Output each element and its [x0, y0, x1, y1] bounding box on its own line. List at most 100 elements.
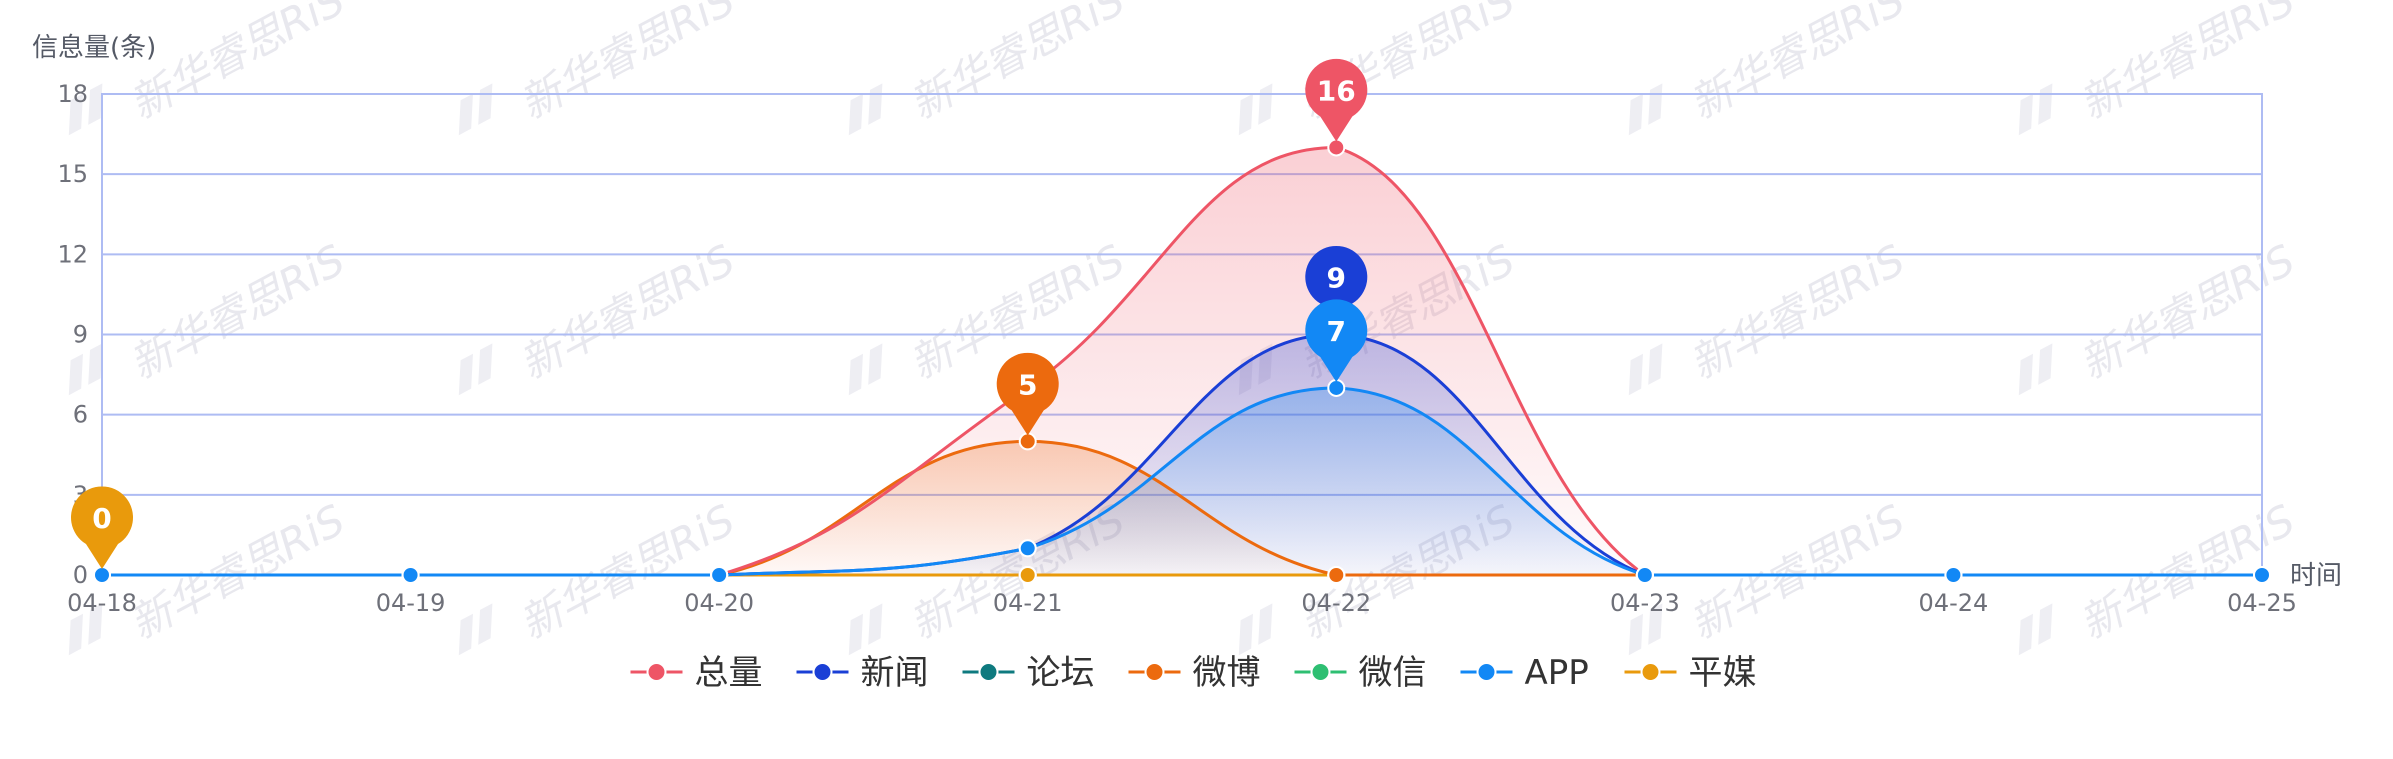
- legend-label: 新闻: [861, 653, 929, 693]
- mark-pin-新闻[interactable]: 9: [1305, 245, 1368, 329]
- data-point-总量[interactable]: [1327, 138, 1346, 157]
- mark-points: 16 9 5 7 0: [71, 58, 1368, 569]
- legend-marker-icon: [1310, 662, 1331, 682]
- legend[interactable]: 总量 新闻 论坛 微博 微信 APP 平媒: [630, 653, 1757, 693]
- x-tick-label: 04-22: [1301, 589, 1371, 617]
- watermark-logo-icon: [848, 83, 883, 136]
- watermark-text: 新华睿思RiS: [122, 0, 353, 129]
- watermark: 新华睿思RiS: [458, 0, 743, 136]
- data-point-APP[interactable]: [2253, 566, 2271, 584]
- watermark-text: 新华睿思RiS: [902, 0, 1133, 129]
- watermark-logo-icon: [848, 603, 883, 656]
- mark-pin-总量[interactable]: 16: [1305, 58, 1368, 142]
- legend-marker-icon: [1144, 662, 1165, 682]
- pin-label: 9: [1327, 262, 1346, 295]
- y-axis-title: 信息量(条): [32, 33, 156, 63]
- watermark-text: 新华睿思RiS: [2072, 0, 2303, 129]
- y-tick-label: 15: [57, 160, 88, 188]
- watermark-logo-icon: [68, 83, 103, 136]
- watermark-logo-icon: [458, 343, 493, 396]
- legend-item-论坛[interactable]: 论坛: [962, 653, 1095, 693]
- data-point-平媒[interactable]: [1018, 566, 1037, 584]
- pin-label: 5: [1018, 368, 1037, 401]
- watermark-logo-icon: [1238, 83, 1273, 136]
- axes: 信息量(条) 时间: [32, 33, 2342, 591]
- legend-item-平媒[interactable]: 平媒: [1624, 653, 1757, 693]
- pin-icon: [1305, 245, 1368, 329]
- legend-item-总量[interactable]: 总量: [630, 653, 763, 693]
- pin-icon: [71, 486, 133, 569]
- legend-marker-icon: [1476, 662, 1497, 682]
- watermark-logo-icon: [2018, 603, 2053, 656]
- watermark-text: 新华睿思RiS: [122, 235, 353, 389]
- y-tick-label: 6: [73, 401, 88, 429]
- data-point-APP[interactable]: [1327, 378, 1346, 397]
- pin-label: 0: [92, 502, 111, 535]
- watermark-logo-icon: [458, 83, 493, 136]
- area-fills: [102, 147, 2262, 575]
- watermark-text: 新华睿思RiS: [512, 495, 743, 649]
- watermark-text: 新华睿思RiS: [1682, 235, 1913, 389]
- data-point-APP[interactable]: [93, 566, 111, 584]
- watermark-logo-icon: [2018, 343, 2053, 396]
- data-point-APP[interactable]: [1944, 566, 1963, 584]
- data-point-APP[interactable]: [401, 566, 420, 584]
- y-tick-label: 0: [73, 561, 88, 589]
- legend-item-微博[interactable]: 微博: [1128, 653, 1261, 693]
- x-tick-label: 04-18: [67, 589, 137, 617]
- data-point-APP[interactable]: [710, 566, 729, 584]
- watermark: 新华睿思RiS: [1238, 0, 1523, 136]
- data-point-微博[interactable]: [1327, 566, 1346, 584]
- legend-item-微信[interactable]: 微信: [1294, 653, 1427, 693]
- pin-icon: [1305, 58, 1368, 142]
- series-lines: [102, 145, 2262, 577]
- watermark-text: 新华睿思RiS: [512, 235, 743, 389]
- watermark-logo-icon: [1238, 603, 1273, 656]
- x-tick-label: 04-25: [2227, 589, 2297, 617]
- watermark: 新华睿思RiS: [2018, 0, 2303, 136]
- x-axis-title: 时间: [2290, 561, 2342, 591]
- legend-marker-icon: [978, 662, 999, 682]
- y-tick-label: 9: [73, 321, 88, 349]
- watermark-logo-icon: [848, 343, 883, 396]
- legend-label: 微信: [1359, 653, 1427, 693]
- data-point-APP[interactable]: [1635, 566, 1654, 584]
- watermark-text: 新华睿思RiS: [122, 495, 353, 649]
- data-point-微博[interactable]: [1018, 432, 1037, 451]
- legend-label: APP: [1525, 653, 1589, 693]
- watermark-logo-icon: [458, 603, 493, 656]
- x-tick-label: 04-21: [993, 589, 1063, 617]
- watermark: 新华睿思RiS: [1628, 495, 1913, 656]
- data-points: [93, 138, 2271, 584]
- watermark-logo-icon: [1628, 603, 1663, 656]
- legend-marker-icon: [812, 662, 833, 682]
- watermark-logo-icon: [1628, 343, 1663, 396]
- watermark-logo-icon: [68, 343, 103, 396]
- series-line-APP[interactable]: [102, 386, 2262, 577]
- legend-marker-icon: [1640, 662, 1661, 682]
- watermark: 新华睿思RiS: [1628, 0, 1913, 136]
- watermark: 新华睿思RiS: [848, 0, 1133, 136]
- area-APP: [102, 387, 2262, 575]
- pin-label: 7: [1327, 315, 1346, 348]
- x-tick-label: 04-23: [1610, 589, 1680, 617]
- watermark-logo-icon: [68, 603, 103, 656]
- legend-marker-icon: [646, 662, 667, 682]
- mark-pin-APP[interactable]: 7: [1305, 299, 1368, 382]
- watermark-text: 新华睿思RiS: [1682, 495, 1913, 649]
- watermark-text: 新华睿思RiS: [1682, 0, 1913, 129]
- legend-label: 论坛: [1027, 653, 1095, 693]
- x-tick-label: 04-20: [684, 589, 754, 617]
- watermark-text: 新华睿思RiS: [512, 0, 743, 129]
- pin-icon: [1305, 299, 1368, 382]
- data-point-APP[interactable]: [1018, 539, 1037, 558]
- watermark-logo-icon: [1628, 83, 1663, 136]
- pin-label: 16: [1317, 74, 1356, 107]
- mark-pin-微博[interactable]: 5: [996, 352, 1059, 436]
- mark-pin-平媒[interactable]: 0: [71, 486, 133, 569]
- watermark-text: 新华睿思RiS: [2072, 235, 2303, 389]
- legend-item-新闻[interactable]: 新闻: [796, 653, 929, 693]
- legend-item-APP[interactable]: APP: [1460, 653, 1589, 693]
